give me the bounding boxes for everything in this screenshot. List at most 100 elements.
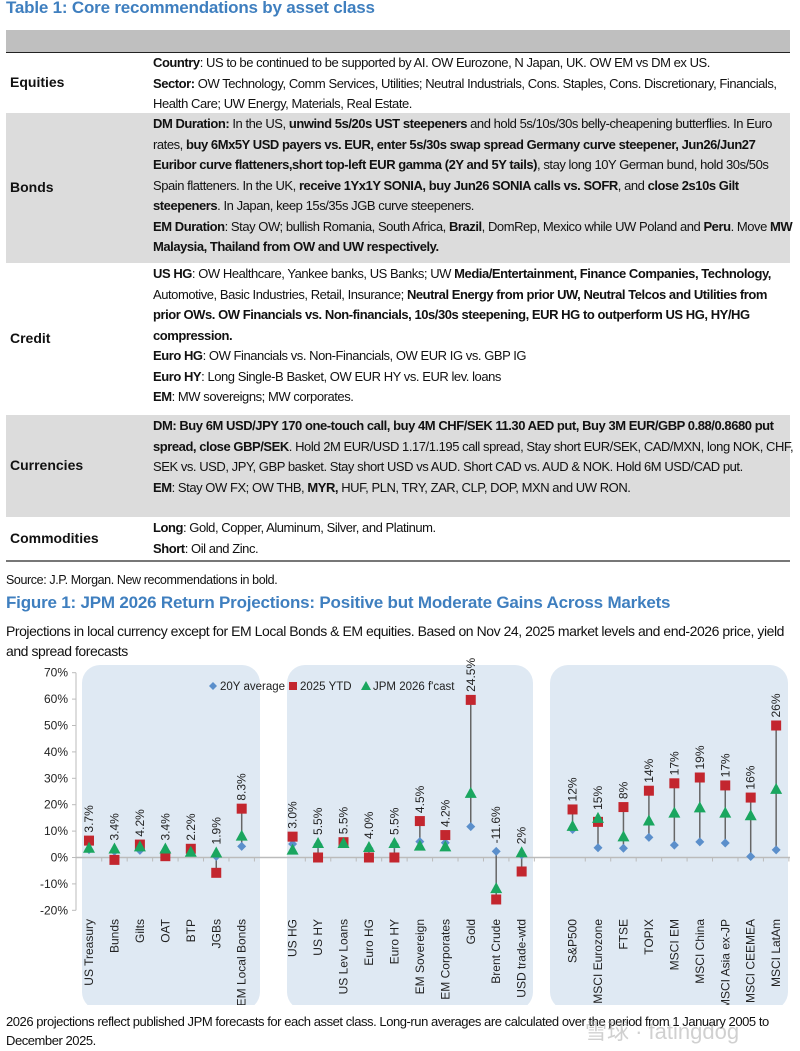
category-label: Euro HG [362,919,376,966]
category-label: JGBs [209,919,223,948]
text-segment: OW Technology, Comm Services, Utilities;… [153,75,777,112]
category-label: BTP [184,919,198,942]
forecast-2026-marker [693,801,706,813]
ytd-2025-marker [363,852,374,863]
bold-text-segment: Media/Entertainment, Finance Companies, … [454,266,771,281]
avg-20y-marker [695,837,705,847]
forecast-data-label: 17% [667,751,681,775]
forecast-2026-marker [668,806,681,818]
bold-text-segment: Euro HG [153,348,203,363]
text-segment: , and [617,177,648,193]
forecast-2026-marker [108,842,121,854]
avg-20y-marker [771,845,781,855]
forecast-2026-marker [337,836,350,848]
y-tick-label: 60% [44,692,68,706]
forecast-data-label: 1.9% [209,817,223,845]
recommendation-text: Long: Gold, Copper, Aluminum, Silver, an… [153,518,795,559]
bold-text-segment: DM: Buy 6M USD/JPY 170 one-touch call, b… [153,418,774,454]
category-label: MSCI CEEMEA [744,919,758,1003]
table-row-equities: Equities Country: US to be continued to b… [6,52,790,113]
bold-text-segment: Sector: [153,75,195,91]
forecast-data-label: 8.3% [235,773,249,801]
category-label: Euro HY [387,919,401,964]
forecast-2026-marker [770,782,783,794]
forecast-2026-marker [744,809,757,821]
legend-label: JPM 2026 f'cast [373,681,455,693]
bold-text-segment: EM [153,389,172,404]
forecast-data-label: 2% [515,827,529,845]
text-segment: HUF, PLN, TRY, ZAR, CLP, DOP, MXN and UW… [338,479,631,495]
recommendation-paragraph: Short: Oil and Zinc. [153,539,795,560]
forecast-data-label: 19% [693,745,707,769]
y-tick-label: 40% [44,745,68,759]
table-row-credit: Credit US HG: OW Healthcare, Yankee banks… [6,263,790,415]
recommendation-text: DM Duration: In the US, unwind 5s/20s US… [153,114,795,258]
forecast-2026-marker [566,819,579,831]
forecast-data-label: 8% [616,781,630,799]
recommendation-paragraph: EM: MW sovereigns; MW corporates. [153,387,795,408]
bold-text-segment: MW Malaysia, Thailand from OW and UW res… [153,218,793,255]
ytd-2025-marker [491,894,502,905]
text-segment: . Move [730,218,771,234]
bold-text-segment: Country [153,55,200,70]
forecast-data-label: 15% [591,786,605,810]
forecast-data-label: 5.5% [337,807,351,835]
category-label: MSCI EM [667,919,681,970]
category-label: MSCI LatAm [769,919,783,987]
text-segment: : Stay OW; bullish Romania, South Africa… [224,218,449,234]
asset-class-label: Commodities [10,529,99,546]
category-label: US HY [311,919,325,956]
text-segment: : Long Single-B Basket, OW EUR HY vs. EU… [201,368,501,384]
bold-text-segment: EM [153,479,172,495]
forecast-2026-marker [210,846,223,858]
text-segment: : Oil and Zinc. [184,540,259,556]
ytd-2025-marker [694,772,705,783]
forecast-2026-marker [184,845,197,857]
text-segment: : OW Financials vs. Non-Financials, OW E… [202,348,527,363]
table-row-commodities: Commodities Long: Gold, Copper, Aluminum,… [6,517,790,560]
y-tick-label: 20% [44,798,68,812]
bold-text-segment: Euro HY [153,368,202,384]
legend-diamond-icon [209,682,217,690]
forecast-data-label: 24.5% [464,658,478,692]
recommendation-paragraph: DM: Buy 6M USD/JPY 170 one-touch call, b… [153,416,795,478]
forecast-data-label: 4.0% [362,811,376,839]
forecast-2026-marker [286,843,299,855]
recommendation-paragraph: EM: Stay OW FX; OW THB, MYR, HUF, PLN, T… [153,478,795,499]
forecast-data-label: 12% [566,777,580,801]
recommendation-text: DM: Buy 6M USD/JPY 170 one-touch call, b… [153,416,795,498]
category-label: TOPIX [642,919,656,955]
figure-footnote: 2026 projections reflect published JPM f… [6,1014,769,1048]
y-tick-label: 10% [44,824,68,838]
ytd-2025-marker [465,694,476,705]
asset-class-label: Bonds [10,179,54,195]
category-label: MSCI China [693,919,707,984]
table-title: Table 1: Core recommendations by asset c… [6,0,375,17]
category-label: MSCI Asia ex-JP [718,919,732,1005]
ytd-2025-marker [236,803,247,814]
legend-label: 2025 YTD [300,681,352,693]
category-label: Brent Crude [489,919,503,984]
table-row-currencies: Currencies DM: Buy 6M USD/JPY 170 one-tou… [6,415,794,517]
legend-label: 20Y average [220,681,285,693]
ytd-2025-marker [669,778,680,789]
ytd-2025-marker [313,852,324,863]
forecast-2026-marker [490,882,503,894]
category-label: EM Sovereign [413,919,427,994]
table-header-bar [6,30,790,53]
ytd-2025-marker [567,804,578,815]
category-label: S&P500 [566,919,580,963]
text-segment: . In Japan, keep 15s/35s JGB curve steep… [217,198,474,213]
avg-20y-marker [491,846,501,856]
ytd-2025-marker [643,785,654,796]
asset-class-label: Equities [10,73,65,90]
forecast-data-label: 2.2% [184,813,198,841]
avg-20y-marker [720,838,730,848]
forecast-data-label: 4.5% [413,785,427,813]
forecast-2026-marker [83,841,95,853]
recommendation-paragraph: Country: US to be continued to be suppor… [153,53,795,74]
avg-20y-marker [669,840,679,850]
ytd-2025-marker [389,852,400,863]
forecast-2026-marker [515,846,528,858]
recommendation-paragraph: Sector: OW Technology, Comm Services, Ut… [153,74,795,115]
